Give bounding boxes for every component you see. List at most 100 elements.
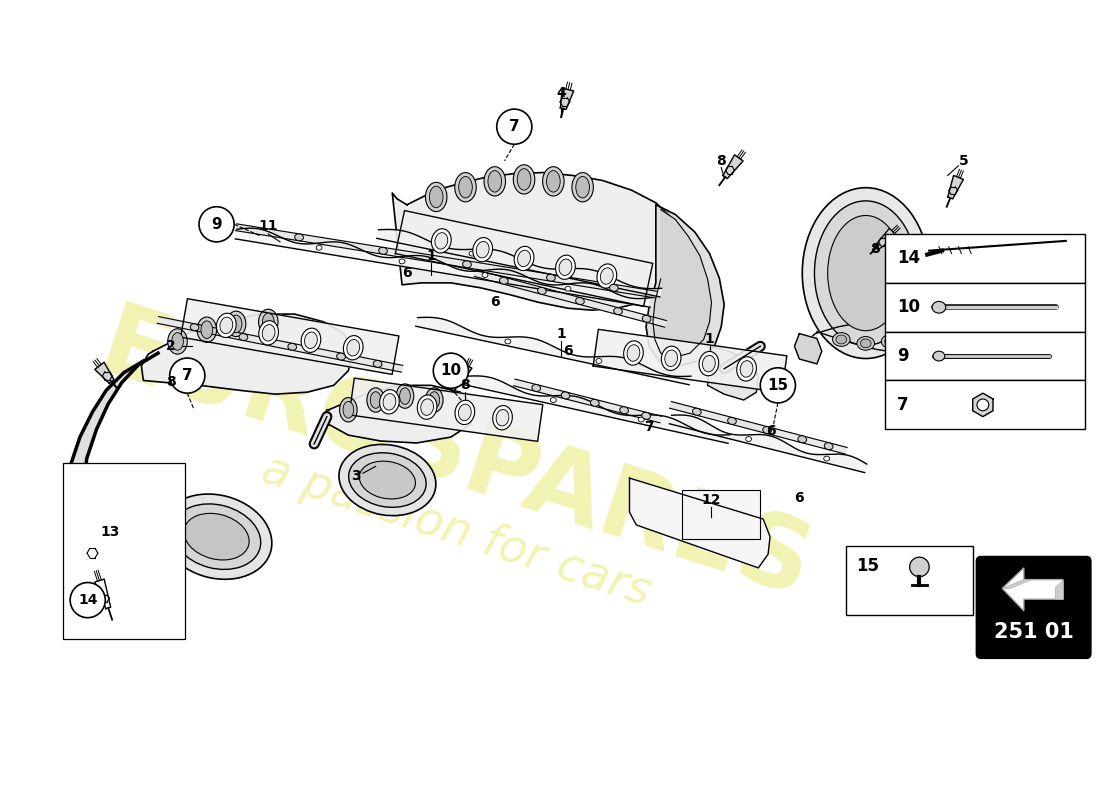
Ellipse shape: [572, 173, 593, 202]
Ellipse shape: [550, 398, 557, 402]
Ellipse shape: [824, 456, 829, 461]
Ellipse shape: [484, 166, 506, 196]
Ellipse shape: [227, 311, 246, 337]
Text: 6: 6: [490, 295, 499, 310]
Polygon shape: [349, 378, 542, 442]
Ellipse shape: [727, 418, 736, 425]
Ellipse shape: [217, 314, 236, 338]
Text: 2: 2: [166, 339, 176, 354]
Ellipse shape: [884, 337, 895, 346]
Ellipse shape: [426, 182, 447, 212]
Ellipse shape: [343, 402, 354, 418]
Ellipse shape: [614, 308, 623, 314]
Ellipse shape: [230, 315, 242, 333]
Text: 12: 12: [702, 493, 722, 506]
Ellipse shape: [601, 268, 614, 284]
Ellipse shape: [499, 278, 508, 284]
FancyBboxPatch shape: [977, 557, 1090, 658]
Polygon shape: [395, 210, 652, 306]
Ellipse shape: [496, 410, 509, 426]
Bar: [886, 283, 1086, 332]
Ellipse shape: [824, 442, 833, 450]
Ellipse shape: [482, 273, 488, 278]
Ellipse shape: [349, 453, 426, 507]
Ellipse shape: [547, 274, 556, 281]
Polygon shape: [948, 175, 964, 199]
Ellipse shape: [316, 246, 322, 250]
Ellipse shape: [609, 284, 618, 291]
Ellipse shape: [798, 436, 806, 442]
Polygon shape: [376, 230, 661, 297]
Polygon shape: [876, 228, 896, 249]
Ellipse shape: [367, 388, 385, 412]
Text: 1: 1: [705, 333, 714, 346]
Ellipse shape: [371, 392, 381, 408]
Ellipse shape: [220, 317, 233, 334]
Ellipse shape: [698, 351, 718, 376]
Text: 9: 9: [211, 217, 222, 232]
Ellipse shape: [627, 345, 640, 362]
Ellipse shape: [559, 259, 572, 275]
Ellipse shape: [532, 385, 540, 391]
Ellipse shape: [162, 494, 272, 579]
Ellipse shape: [417, 395, 437, 419]
Text: 1: 1: [557, 326, 566, 341]
Ellipse shape: [638, 417, 645, 422]
Circle shape: [169, 358, 205, 393]
Ellipse shape: [429, 392, 440, 408]
Ellipse shape: [619, 406, 628, 414]
Bar: [846, 546, 974, 614]
Polygon shape: [593, 330, 786, 393]
Ellipse shape: [693, 408, 701, 415]
Polygon shape: [95, 579, 111, 609]
Ellipse shape: [538, 287, 547, 294]
Ellipse shape: [184, 514, 250, 560]
Ellipse shape: [396, 384, 414, 408]
Ellipse shape: [263, 313, 274, 330]
Ellipse shape: [379, 390, 399, 414]
Ellipse shape: [295, 234, 304, 241]
Text: 6: 6: [563, 344, 573, 358]
Ellipse shape: [860, 339, 871, 348]
Ellipse shape: [454, 173, 476, 202]
Ellipse shape: [542, 166, 564, 196]
Ellipse shape: [565, 286, 571, 291]
Text: EUROSPARES: EUROSPARES: [88, 298, 824, 619]
Ellipse shape: [201, 321, 212, 338]
Ellipse shape: [426, 388, 443, 412]
Ellipse shape: [802, 188, 930, 358]
Polygon shape: [1002, 580, 1032, 588]
Text: 6: 6: [403, 266, 411, 280]
Text: 14: 14: [78, 593, 98, 607]
Polygon shape: [474, 270, 667, 327]
Ellipse shape: [514, 165, 535, 194]
Ellipse shape: [556, 255, 575, 279]
Ellipse shape: [563, 270, 570, 275]
Ellipse shape: [463, 261, 471, 268]
Ellipse shape: [642, 315, 651, 322]
Text: 6: 6: [794, 490, 804, 505]
Text: 9: 9: [896, 347, 909, 365]
Polygon shape: [416, 318, 691, 385]
Polygon shape: [142, 314, 353, 394]
Polygon shape: [157, 317, 403, 372]
Text: 7: 7: [509, 119, 519, 134]
Ellipse shape: [762, 426, 771, 434]
Ellipse shape: [455, 400, 474, 425]
Ellipse shape: [641, 412, 650, 419]
Text: 3: 3: [351, 469, 361, 483]
Bar: [886, 381, 1086, 430]
Polygon shape: [560, 88, 574, 110]
Text: 8: 8: [716, 154, 726, 168]
Ellipse shape: [746, 437, 751, 442]
Ellipse shape: [420, 399, 433, 415]
Text: 1: 1: [427, 249, 437, 262]
Text: 13: 13: [100, 525, 120, 538]
Ellipse shape: [399, 388, 410, 404]
Polygon shape: [670, 402, 847, 454]
Ellipse shape: [197, 317, 217, 342]
Ellipse shape: [624, 341, 644, 365]
Polygon shape: [65, 353, 211, 581]
Text: 11: 11: [258, 219, 278, 234]
Text: 15: 15: [768, 378, 789, 393]
